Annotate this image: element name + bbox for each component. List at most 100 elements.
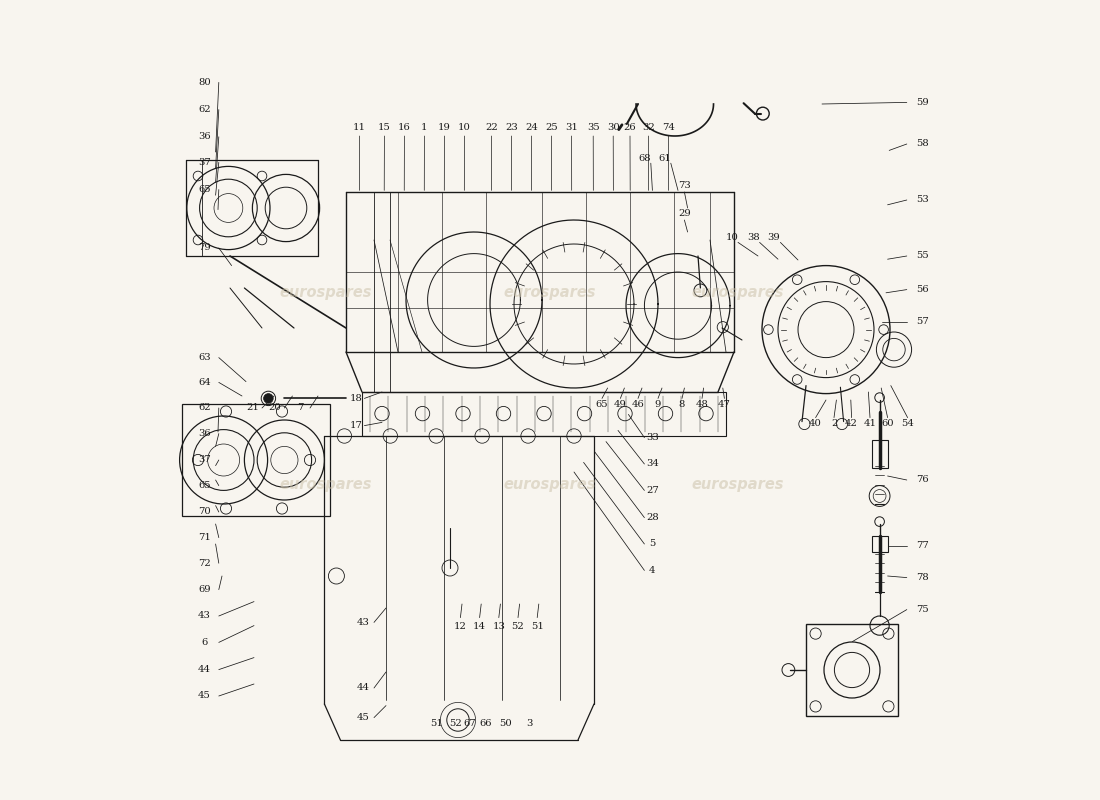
- Text: 78: 78: [916, 573, 930, 582]
- Text: 70: 70: [198, 507, 211, 517]
- Circle shape: [264, 394, 273, 403]
- Text: 21: 21: [246, 403, 258, 413]
- Text: 53: 53: [916, 195, 930, 205]
- Text: 26: 26: [624, 123, 636, 133]
- Text: 65: 65: [198, 185, 211, 194]
- Text: eurospares: eurospares: [692, 285, 784, 299]
- Text: 37: 37: [198, 158, 211, 167]
- Text: eurospares: eurospares: [504, 285, 596, 299]
- Text: 38: 38: [747, 233, 760, 242]
- Text: 11: 11: [353, 123, 366, 133]
- Text: 7: 7: [297, 403, 304, 413]
- Text: 45: 45: [198, 691, 211, 701]
- Text: 55: 55: [916, 251, 930, 261]
- Text: 14: 14: [473, 622, 486, 631]
- Text: 41: 41: [864, 419, 877, 429]
- Text: 77: 77: [916, 541, 930, 550]
- Text: 52: 52: [449, 719, 462, 729]
- Text: 31: 31: [565, 123, 578, 133]
- Text: 75: 75: [916, 605, 930, 614]
- Text: 30: 30: [607, 123, 619, 133]
- Text: 40: 40: [810, 419, 822, 429]
- Text: 52: 52: [512, 622, 525, 631]
- Text: 24: 24: [525, 123, 538, 133]
- Text: 74: 74: [662, 123, 674, 133]
- Text: 36: 36: [198, 132, 211, 142]
- Text: 54: 54: [901, 419, 914, 429]
- Text: 66: 66: [480, 719, 493, 729]
- Text: 13: 13: [493, 622, 505, 631]
- Bar: [871, 440, 888, 468]
- Text: 43: 43: [198, 611, 211, 621]
- Text: 2: 2: [830, 419, 837, 429]
- Text: 51: 51: [430, 719, 443, 729]
- Bar: [362, 392, 726, 436]
- Text: eurospares: eurospares: [279, 477, 372, 491]
- Text: 69: 69: [198, 585, 211, 594]
- Text: 19: 19: [438, 123, 451, 133]
- Text: 5: 5: [649, 539, 656, 549]
- Bar: [806, 624, 898, 716]
- Text: eurospares: eurospares: [279, 285, 372, 299]
- Text: 44: 44: [358, 683, 370, 693]
- Text: 22: 22: [485, 123, 498, 133]
- Bar: [182, 404, 330, 516]
- Text: 37: 37: [198, 455, 211, 465]
- Text: 47: 47: [718, 400, 730, 410]
- Text: eurospares: eurospares: [504, 477, 596, 491]
- Text: 65: 65: [198, 481, 211, 490]
- Bar: [871, 536, 888, 552]
- Text: 57: 57: [916, 317, 930, 326]
- Text: 73: 73: [678, 181, 691, 190]
- Text: 36: 36: [198, 429, 211, 438]
- Text: 44: 44: [198, 665, 211, 674]
- Text: 17: 17: [350, 421, 363, 430]
- Text: 35: 35: [586, 123, 600, 133]
- Text: 27: 27: [646, 486, 659, 495]
- Text: 12: 12: [454, 622, 466, 631]
- Text: 56: 56: [916, 285, 930, 294]
- Text: 6: 6: [201, 638, 208, 647]
- Text: 63: 63: [198, 353, 211, 362]
- Text: 8: 8: [679, 400, 685, 410]
- Text: 33: 33: [646, 433, 659, 442]
- Text: 39: 39: [768, 233, 780, 242]
- Text: 32: 32: [642, 123, 654, 133]
- Text: 62: 62: [198, 403, 211, 413]
- Text: 23: 23: [505, 123, 518, 133]
- Text: 43: 43: [358, 618, 370, 627]
- Text: 71: 71: [198, 533, 211, 542]
- Text: 34: 34: [646, 459, 659, 469]
- Text: 58: 58: [916, 139, 930, 149]
- Text: 20: 20: [268, 403, 282, 413]
- Text: 9: 9: [654, 400, 661, 410]
- Text: 61: 61: [658, 154, 671, 163]
- Text: 51: 51: [531, 622, 543, 631]
- Text: 4: 4: [649, 566, 656, 575]
- Text: 79: 79: [198, 243, 211, 253]
- Text: 68: 68: [638, 154, 651, 163]
- Text: 60: 60: [881, 419, 894, 429]
- Text: 15: 15: [378, 123, 390, 133]
- Text: 3: 3: [526, 719, 532, 729]
- Text: 50: 50: [498, 719, 512, 729]
- Text: 42: 42: [845, 419, 858, 429]
- Text: 45: 45: [358, 713, 370, 722]
- Text: 48: 48: [695, 400, 708, 410]
- Text: 64: 64: [198, 378, 211, 387]
- Text: 18: 18: [350, 394, 363, 403]
- Text: 62: 62: [198, 105, 211, 114]
- Text: 67: 67: [464, 719, 476, 729]
- Text: 1: 1: [421, 123, 428, 133]
- Text: 49: 49: [614, 400, 627, 410]
- Text: 76: 76: [916, 475, 930, 485]
- Text: 80: 80: [198, 78, 211, 87]
- Text: 16: 16: [398, 123, 410, 133]
- Text: 25: 25: [546, 123, 558, 133]
- Text: 10: 10: [458, 123, 471, 133]
- Text: 65: 65: [596, 400, 608, 410]
- Text: 28: 28: [646, 513, 659, 522]
- Text: 72: 72: [198, 558, 211, 568]
- Text: 59: 59: [916, 98, 930, 107]
- Text: 46: 46: [631, 400, 645, 410]
